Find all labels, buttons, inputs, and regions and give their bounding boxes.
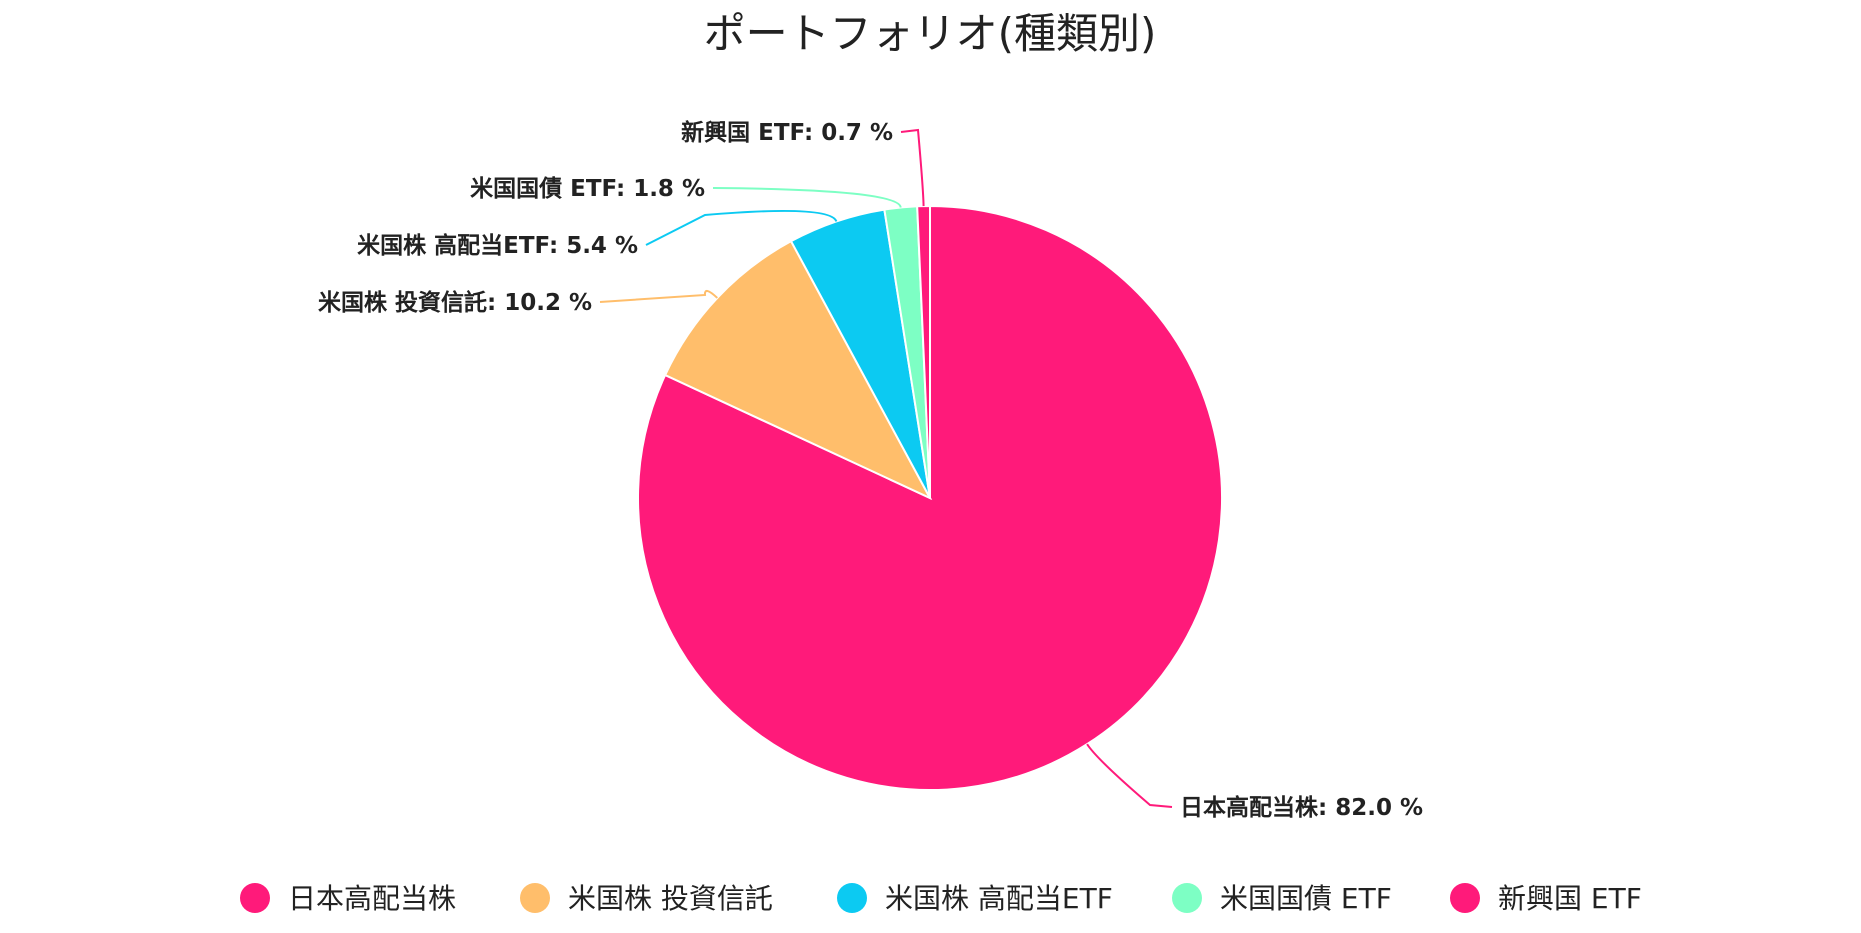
legend-label: 日本高配当株 [288,882,456,915]
legend-item[interactable]: 新興国 ETF [1450,882,1642,915]
slice-label: 新興国 ETF: 0.7 % [681,119,893,146]
legend-label: 米国株 高配当ETF [885,882,1113,915]
legend-marker [240,883,270,913]
label-leader-line [599,290,718,303]
label-leader-line [1086,743,1173,808]
legend-marker [1450,883,1480,913]
legend-label: 米国国債 ETF [1220,882,1392,915]
legend: 日本高配当株 米国株 投資信託 米国株 高配当ETF 米国国債 ETF 新興国 ETF [240,882,1642,915]
legend-label: 新興国 ETF [1498,882,1642,915]
pie-slice [916,204,931,499]
pie-slice [663,239,933,501]
legend-marker [520,883,550,913]
legend-label: 米国株 投資信託 [568,882,773,915]
slice-label: 米国国債 ETF: 1.8 % [470,176,705,202]
pie-slices [637,204,1223,791]
label-leader-line [900,128,925,207]
slice-label: 米国株 投資信託: 10.2 % [318,289,592,316]
legend-item[interactable]: 日本高配当株 [240,882,456,915]
label-leader-line [645,209,838,246]
label-leader-lines [599,128,1173,808]
legend-item[interactable]: 米国株 高配当ETF [837,882,1113,915]
slice-label: 米国株 高配当ETF: 5.4 % [357,232,638,259]
legend-item[interactable]: 米国株 投資信託 [520,882,773,915]
slice-labels: 日本高配当株: 82.0 % 米国株 投資信託: 10.2 % 米国株 高配当ETF… [318,119,1423,821]
slice-label: 日本高配当株: 82.0 % [1180,794,1423,821]
legend-marker [837,883,867,913]
legend-item[interactable]: 米国国債 ETF [1172,882,1392,915]
chart-title: ポートフォリオ(種類別) [704,9,1157,58]
label-leader-line [713,187,902,208]
legend-marker [1172,883,1202,913]
